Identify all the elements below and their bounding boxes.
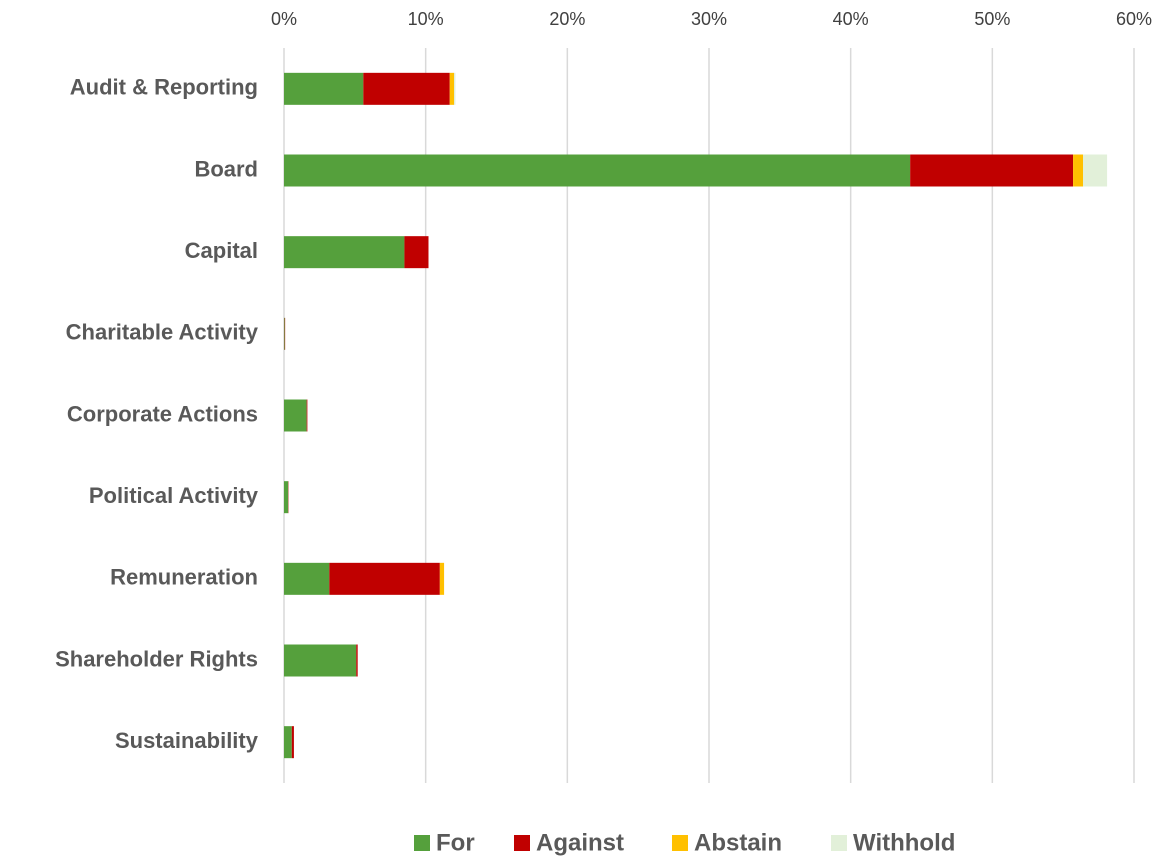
- x-tick-label: 20%: [549, 9, 585, 29]
- y-tick-label: Corporate Actions: [67, 401, 258, 426]
- y-tick-label: Shareholder Rights: [55, 646, 258, 671]
- bar-segment: [454, 72, 456, 105]
- bar-segment: [284, 317, 285, 350]
- legend-label: Abstain: [694, 829, 782, 856]
- bar-segment: [291, 726, 294, 759]
- bar-segment: [284, 481, 289, 514]
- y-tick-label: Remuneration: [110, 565, 258, 590]
- legend-label: Withhold: [853, 829, 955, 856]
- bar-segment: [306, 399, 308, 432]
- bar-segment: [910, 154, 1074, 187]
- bar-segment: [404, 236, 429, 269]
- x-tick-label: 50%: [974, 9, 1010, 29]
- bar-segment: [284, 726, 292, 759]
- x-tick-label: 60%: [1116, 9, 1152, 29]
- bar-segment: [1073, 154, 1083, 187]
- x-tick-label: 0%: [271, 9, 297, 29]
- bar-segment: [329, 562, 440, 595]
- y-tick-label: Capital: [185, 238, 258, 263]
- y-tick-label: Sustainability: [115, 728, 259, 753]
- bar-segment: [284, 399, 307, 432]
- legend-swatch: [414, 835, 430, 851]
- bar-segment: [439, 562, 445, 595]
- y-tick-label: Audit & Reporting: [70, 75, 258, 100]
- legend-swatch: [672, 835, 688, 851]
- legend-label: For: [436, 829, 475, 856]
- bar-segment: [284, 236, 405, 269]
- bar-segment: [1083, 154, 1108, 187]
- x-tick-label: 40%: [833, 9, 869, 29]
- bar-segment: [284, 72, 364, 105]
- x-tick-label: 30%: [691, 9, 727, 29]
- bar-segment: [356, 644, 358, 677]
- bar-segment: [284, 562, 330, 595]
- bar-segment: [363, 72, 450, 105]
- bar-segment: [284, 644, 357, 677]
- legend-swatch: [831, 835, 847, 851]
- legend-swatch: [514, 835, 530, 851]
- x-tick-label: 10%: [408, 9, 444, 29]
- y-tick-label: Board: [194, 156, 258, 181]
- bar-segment: [284, 154, 911, 187]
- bar-segment: [449, 72, 454, 105]
- y-tick-label: Political Activity: [89, 483, 259, 508]
- y-tick-label: Charitable Activity: [66, 320, 259, 345]
- legend-label: Against: [536, 829, 624, 856]
